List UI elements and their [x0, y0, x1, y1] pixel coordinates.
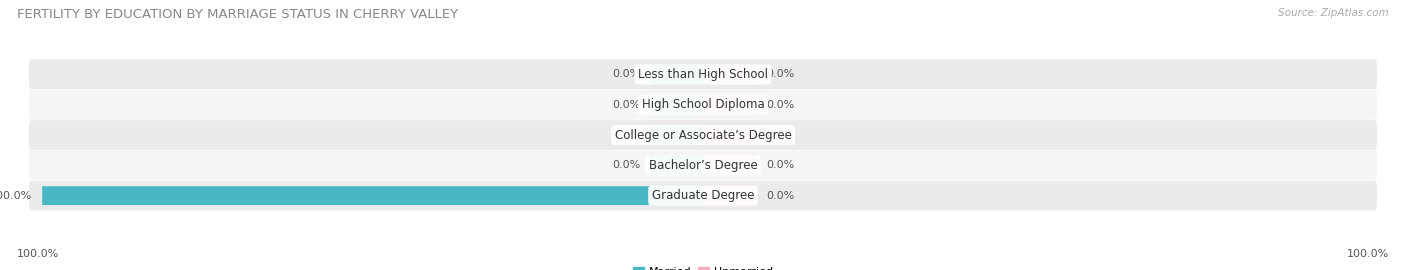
Text: 0.0%: 0.0% — [612, 100, 640, 110]
Text: 0.0%: 0.0% — [766, 160, 794, 170]
Text: Source: ZipAtlas.com: Source: ZipAtlas.com — [1278, 8, 1389, 18]
FancyBboxPatch shape — [650, 126, 703, 144]
FancyBboxPatch shape — [703, 126, 756, 144]
Text: 0.0%: 0.0% — [766, 191, 794, 201]
FancyBboxPatch shape — [703, 156, 756, 175]
FancyBboxPatch shape — [703, 186, 756, 205]
FancyBboxPatch shape — [30, 90, 1376, 120]
Text: 0.0%: 0.0% — [612, 130, 640, 140]
FancyBboxPatch shape — [650, 95, 703, 114]
Text: FERTILITY BY EDUCATION BY MARRIAGE STATUS IN CHERRY VALLEY: FERTILITY BY EDUCATION BY MARRIAGE STATU… — [17, 8, 458, 21]
Text: 100.0%: 100.0% — [1347, 249, 1389, 259]
Legend: Married, Unmarried: Married, Unmarried — [628, 262, 778, 270]
FancyBboxPatch shape — [30, 181, 1376, 211]
Text: Graduate Degree: Graduate Degree — [652, 189, 754, 202]
FancyBboxPatch shape — [30, 150, 1376, 180]
Text: 0.0%: 0.0% — [766, 69, 794, 79]
FancyBboxPatch shape — [650, 65, 703, 84]
FancyBboxPatch shape — [650, 156, 703, 175]
Text: 100.0%: 100.0% — [0, 191, 32, 201]
FancyBboxPatch shape — [42, 186, 703, 205]
FancyBboxPatch shape — [30, 59, 1376, 89]
Text: High School Diploma: High School Diploma — [641, 98, 765, 111]
FancyBboxPatch shape — [703, 65, 756, 84]
Text: Bachelor’s Degree: Bachelor’s Degree — [648, 159, 758, 172]
Text: 0.0%: 0.0% — [766, 100, 794, 110]
Text: 0.0%: 0.0% — [766, 130, 794, 140]
FancyBboxPatch shape — [703, 95, 756, 114]
Text: 0.0%: 0.0% — [612, 69, 640, 79]
Text: 0.0%: 0.0% — [612, 160, 640, 170]
FancyBboxPatch shape — [30, 120, 1376, 150]
Text: 100.0%: 100.0% — [17, 249, 59, 259]
Text: Less than High School: Less than High School — [638, 68, 768, 81]
Text: College or Associate’s Degree: College or Associate’s Degree — [614, 129, 792, 141]
